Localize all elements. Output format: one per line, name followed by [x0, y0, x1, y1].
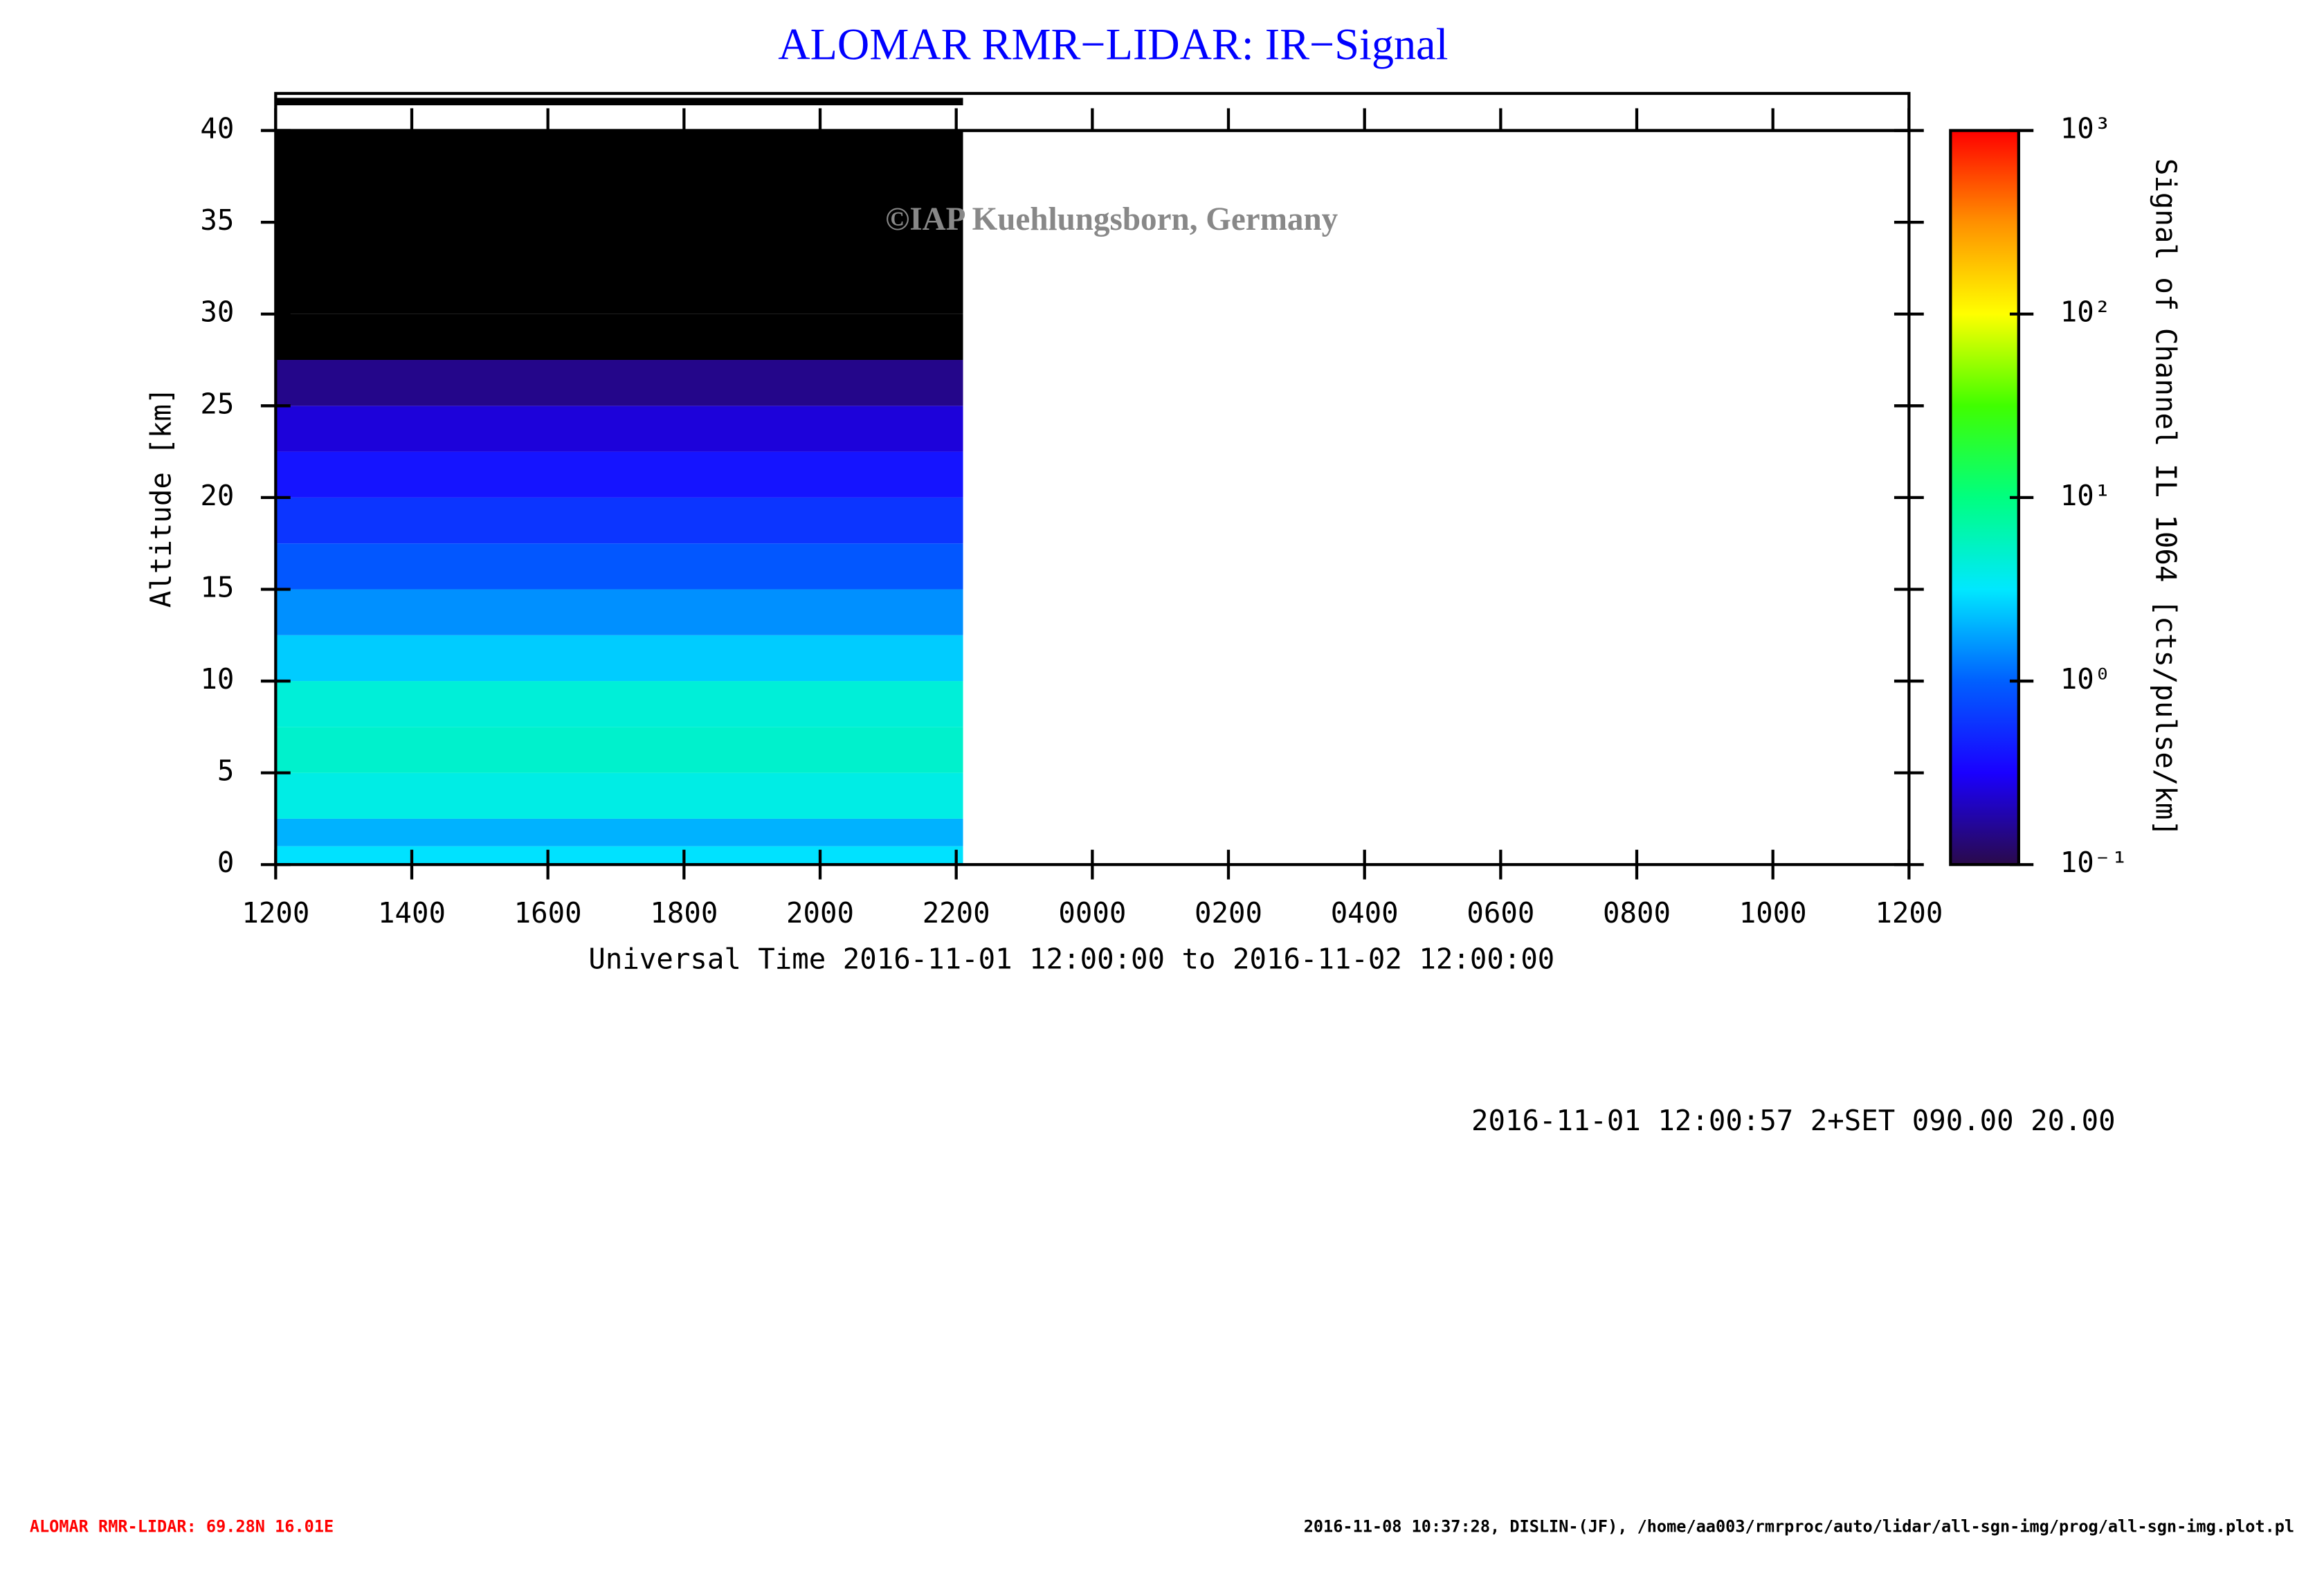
heatmap-cell — [275, 772, 963, 819]
heatmap-cell — [275, 451, 963, 498]
heatmap-cell — [275, 314, 963, 361]
y-tick-label: 5 — [217, 754, 234, 788]
x-tick-label: 1200 — [1875, 896, 1943, 929]
colorbar-label: Signal of Channel IL 1064 [cts/pulse/km] — [2150, 158, 2183, 837]
watermark: ©IAP Kuehlungsborn, Germany — [885, 201, 1338, 237]
heatmap-cell — [275, 406, 963, 452]
coverage-bar — [275, 98, 963, 106]
chart-title: ALOMAR RMR−LIDAR: IR−Signal — [778, 19, 1448, 69]
y-tick-label: 30 — [200, 296, 234, 329]
footer-left: ALOMAR RMR-LIDAR: 69.28N 16.01E — [30, 1516, 334, 1536]
heatmap-cell — [275, 497, 963, 544]
y-tick-label: 35 — [200, 203, 234, 237]
heatmap-cell — [275, 818, 963, 846]
heatmap-cell — [275, 727, 963, 773]
colorbar-tick-label: 10³ — [2060, 112, 2111, 145]
heatmap-cell — [275, 846, 963, 865]
y-tick-label: 10 — [200, 662, 234, 696]
x-tick-label: 1000 — [1739, 896, 1807, 929]
heatmap-cell — [275, 635, 963, 682]
y-tick-label: 40 — [200, 112, 234, 145]
x-tick-label: 0400 — [1331, 896, 1399, 929]
y-tick-label: 15 — [200, 570, 234, 604]
colorbar-tick-label: 10⁻¹ — [2060, 846, 2128, 879]
heatmap-cell — [275, 360, 963, 406]
colorbar — [1949, 129, 2020, 867]
x-tick-label: 2000 — [786, 896, 854, 929]
x-tick-label: 1200 — [242, 896, 309, 929]
heatmap-cell — [275, 681, 963, 727]
y-tick-label: 25 — [200, 387, 234, 420]
heatmap-cell — [275, 589, 963, 635]
y-axis-label: Altitude [km] — [145, 388, 178, 608]
colorbar-tick-label: 10⁰ — [2060, 662, 2111, 696]
y-tick-label: 20 — [200, 479, 234, 512]
colorbar-tick-label: 10² — [2060, 296, 2111, 329]
x-tick-label: 1400 — [378, 896, 446, 929]
x-tick-label: 0800 — [1603, 896, 1671, 929]
x-tick-label: 0200 — [1195, 896, 1262, 929]
x-tick-label: 2200 — [923, 896, 990, 929]
x-tick-label: 1600 — [514, 896, 582, 929]
x-tick-label: 1800 — [650, 896, 718, 929]
x-tick-label: 0000 — [1058, 896, 1126, 929]
x-tick-label: 0600 — [1467, 896, 1534, 929]
colorbar-tick-label: 10¹ — [2060, 479, 2111, 512]
footer-right: 2016-11-08 10:37:28, DISLIN-(JF), /home/… — [1304, 1516, 2294, 1536]
heatmap-cell — [275, 130, 963, 314]
y-tick-label: 0 — [217, 846, 234, 879]
x-axis-label: Universal Time 2016-11-01 12:00:00 to 20… — [588, 942, 1554, 975]
info-line: 2016-11-01 12:00:57 2+SET 090.00 20.00 — [1471, 1104, 2116, 1137]
heatmap-cell — [275, 543, 963, 590]
